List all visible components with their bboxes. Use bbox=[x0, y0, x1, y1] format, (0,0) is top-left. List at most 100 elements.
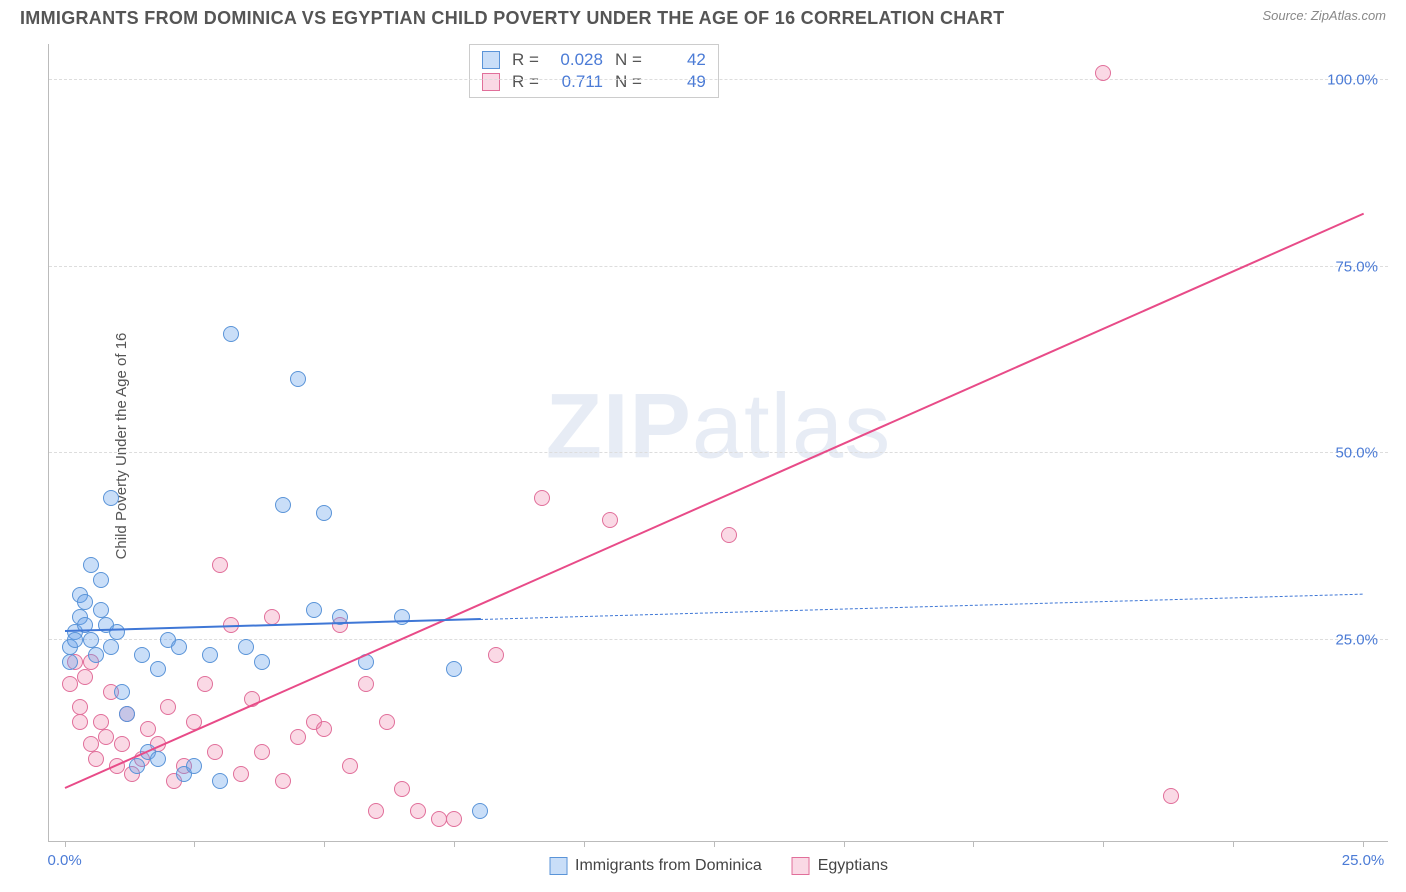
point-dominica bbox=[394, 609, 410, 625]
x-tick bbox=[1103, 841, 1104, 847]
r-value-dominica: 0.028 bbox=[551, 50, 603, 70]
point-dominica bbox=[83, 632, 99, 648]
watermark: ZIPatlas bbox=[546, 374, 891, 479]
point-egyptians bbox=[721, 527, 737, 543]
y-tick-label: 100.0% bbox=[1327, 72, 1378, 89]
stats-row-dominica: R = 0.028 N = 42 bbox=[482, 49, 706, 71]
source-attribution: Source: ZipAtlas.com bbox=[1262, 8, 1386, 23]
stats-row-egyptians: R = 0.711 N = 49 bbox=[482, 71, 706, 93]
x-tick bbox=[194, 841, 195, 847]
point-egyptians bbox=[207, 744, 223, 760]
point-egyptians bbox=[88, 751, 104, 767]
n-label: N = bbox=[615, 50, 642, 70]
trendline-dominica-dashed bbox=[480, 594, 1363, 620]
point-egyptians bbox=[77, 669, 93, 685]
point-egyptians bbox=[316, 721, 332, 737]
point-dominica bbox=[306, 602, 322, 618]
point-egyptians bbox=[410, 803, 426, 819]
swatch-dominica bbox=[549, 857, 567, 875]
point-dominica bbox=[119, 706, 135, 722]
point-egyptians bbox=[160, 699, 176, 715]
n-label: N = bbox=[615, 72, 642, 92]
n-value-egyptians: 49 bbox=[654, 72, 706, 92]
point-dominica bbox=[254, 654, 270, 670]
scatter-chart: ZIPatlas R = 0.028 N = 42 R = 0.711 N = … bbox=[48, 44, 1388, 842]
point-egyptians bbox=[197, 676, 213, 692]
point-dominica bbox=[62, 654, 78, 670]
point-dominica bbox=[77, 594, 93, 610]
x-tick bbox=[324, 841, 325, 847]
point-egyptians bbox=[358, 676, 374, 692]
point-dominica bbox=[93, 572, 109, 588]
x-tick bbox=[844, 841, 845, 847]
point-dominica bbox=[202, 647, 218, 663]
point-dominica bbox=[446, 661, 462, 677]
x-tick-label: 0.0% bbox=[47, 852, 81, 869]
point-egyptians bbox=[98, 729, 114, 745]
point-egyptians bbox=[368, 803, 384, 819]
point-dominica bbox=[103, 639, 119, 655]
point-egyptians bbox=[72, 699, 88, 715]
point-dominica bbox=[109, 624, 125, 640]
gridline-h bbox=[49, 79, 1388, 80]
point-egyptians bbox=[1163, 788, 1179, 804]
point-egyptians bbox=[114, 736, 130, 752]
point-dominica bbox=[275, 497, 291, 513]
r-label: R = bbox=[512, 72, 539, 92]
legend-label-dominica: Immigrants from Dominica bbox=[575, 857, 762, 875]
x-tick bbox=[1233, 841, 1234, 847]
r-value-egyptians: 0.711 bbox=[551, 72, 603, 92]
point-dominica bbox=[472, 803, 488, 819]
trendline-egyptians bbox=[64, 213, 1363, 789]
point-egyptians bbox=[72, 714, 88, 730]
x-tick bbox=[65, 841, 66, 847]
y-tick-label: 75.0% bbox=[1335, 258, 1378, 275]
x-tick bbox=[454, 841, 455, 847]
point-dominica bbox=[171, 639, 187, 655]
swatch-egyptians bbox=[482, 73, 500, 91]
stats-legend: R = 0.028 N = 42 R = 0.711 N = 49 bbox=[469, 44, 719, 98]
legend-item-dominica: Immigrants from Dominica bbox=[549, 857, 762, 875]
point-dominica bbox=[129, 758, 145, 774]
series-legend: Immigrants from Dominica Egyptians bbox=[549, 857, 888, 875]
gridline-h bbox=[49, 452, 1388, 453]
chart-title: IMMIGRANTS FROM DOMINICA VS EGYPTIAN CHI… bbox=[20, 8, 1004, 29]
r-label: R = bbox=[512, 50, 539, 70]
point-egyptians bbox=[62, 676, 78, 692]
point-egyptians bbox=[275, 773, 291, 789]
point-dominica bbox=[103, 490, 119, 506]
point-dominica bbox=[93, 602, 109, 618]
point-dominica bbox=[83, 557, 99, 573]
point-dominica bbox=[238, 639, 254, 655]
point-dominica bbox=[67, 632, 83, 648]
point-egyptians bbox=[342, 758, 358, 774]
point-dominica bbox=[223, 326, 239, 342]
swatch-egyptians bbox=[792, 857, 810, 875]
x-tick bbox=[714, 841, 715, 847]
legend-item-egyptians: Egyptians bbox=[792, 857, 888, 875]
point-egyptians bbox=[140, 721, 156, 737]
point-egyptians bbox=[212, 557, 228, 573]
point-egyptians bbox=[83, 736, 99, 752]
legend-label-egyptians: Egyptians bbox=[818, 857, 888, 875]
y-tick-label: 50.0% bbox=[1335, 445, 1378, 462]
y-tick-label: 25.0% bbox=[1335, 631, 1378, 648]
point-egyptians bbox=[446, 811, 462, 827]
point-egyptians bbox=[431, 811, 447, 827]
point-dominica bbox=[212, 773, 228, 789]
point-egyptians bbox=[233, 766, 249, 782]
x-tick-label: 25.0% bbox=[1342, 852, 1385, 869]
point-egyptians bbox=[534, 490, 550, 506]
point-dominica bbox=[316, 505, 332, 521]
point-egyptians bbox=[290, 729, 306, 745]
point-dominica bbox=[186, 758, 202, 774]
point-dominica bbox=[134, 647, 150, 663]
point-dominica bbox=[290, 371, 306, 387]
point-dominica bbox=[88, 647, 104, 663]
point-egyptians bbox=[379, 714, 395, 730]
x-tick bbox=[1363, 841, 1364, 847]
point-egyptians bbox=[602, 512, 618, 528]
swatch-dominica bbox=[482, 51, 500, 69]
point-egyptians bbox=[394, 781, 410, 797]
point-egyptians bbox=[488, 647, 504, 663]
